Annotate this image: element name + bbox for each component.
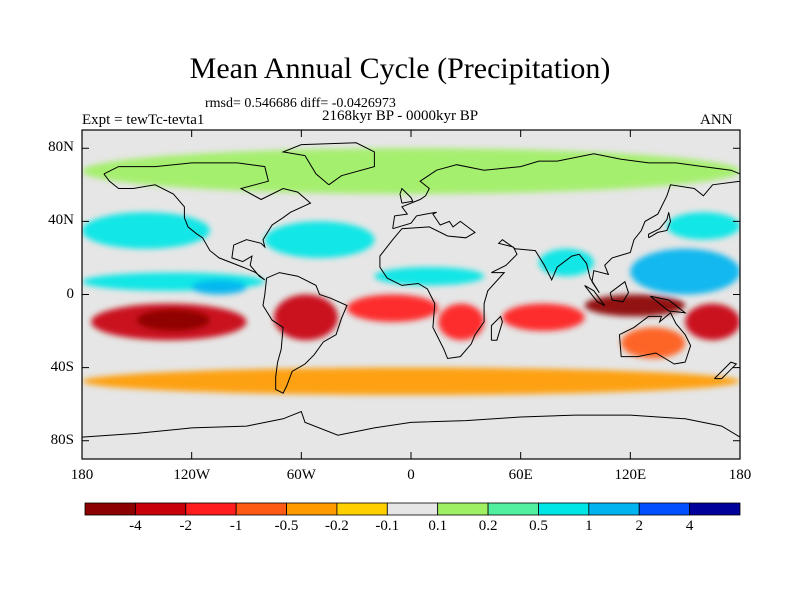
field-sw-pacific-dry (685, 303, 740, 341)
x-tick-label: 180 (728, 467, 752, 483)
field-southern-africa-dry (438, 303, 485, 341)
field-amazon-dry (273, 294, 338, 341)
colorbar-label: -0.1 (375, 518, 400, 534)
colorbar-label: -2 (179, 518, 193, 534)
colorbar-swatch (134, 502, 187, 516)
colorbar-label: -4 (129, 518, 142, 534)
coastline-uk (399, 187, 414, 204)
colorbar-swatch (386, 502, 439, 516)
colorbar-label: 1 (585, 518, 593, 534)
x-tick-label: 0 (407, 467, 415, 483)
field-north-pacific-wet (82, 212, 210, 249)
coastline-antarctica (82, 410, 740, 438)
colorbar-swatch (437, 502, 489, 516)
colorbar-swatch (286, 502, 338, 516)
coastline-new-guinea (650, 295, 687, 314)
colorbar-label: -1 (229, 518, 243, 534)
coastline-south-america (262, 272, 348, 394)
field-sahel-wet (374, 267, 485, 286)
field-arctic-mixed (82, 148, 740, 194)
field-west-pacific-wet (630, 248, 740, 295)
colorbar-swatch (235, 502, 287, 516)
x-tick-label: 120W (173, 467, 210, 483)
colorbar-label: 2 (635, 518, 643, 534)
coastline-madagascar (490, 315, 503, 341)
y-tick-label: 80N (48, 139, 74, 156)
colorbar-swatch (185, 502, 237, 516)
stats-label: rmsd= 0.546686 diff= -0.0426973 (205, 96, 396, 111)
map-title: Mean Annual Cycle (Precipitation) (189, 52, 611, 85)
field-central-pacific-dry-core (136, 309, 210, 332)
y-tick-label: 40S (50, 358, 74, 375)
coastline-new-zealand (714, 361, 738, 380)
coastline-australia (618, 312, 692, 365)
x-tick-label: 120E (614, 467, 647, 483)
colorbar-swatch (487, 502, 539, 516)
coastline-sumatra (584, 284, 606, 306)
field-north-atlantic-wet (264, 221, 375, 258)
y-tick-label: 40N (48, 212, 74, 229)
colorbar-label: 0.1 (428, 518, 448, 534)
field-southern-ocean-dry (82, 367, 740, 396)
coastline-eurasia-africa (379, 153, 740, 360)
x-tick-label: 60W (286, 467, 316, 483)
colorbar-swatch (689, 502, 741, 516)
field-maritime-continent-dry (584, 294, 686, 317)
field-itcz-east-pacific-wet (191, 279, 247, 295)
x-tick-label: 180 (70, 467, 94, 483)
experiment-label: Expt = tewTc-tevta1 (82, 112, 205, 128)
colorbar-label: 0.5 (529, 518, 548, 534)
field-north-pacific-west-wet (666, 212, 740, 240)
colorbar-swatch (588, 502, 640, 516)
colorbar-label: 4 (685, 518, 694, 534)
y-tick-label: 0 (66, 285, 75, 302)
x-tick-label: 60E (508, 467, 533, 483)
field-south-indian-dry (502, 303, 585, 332)
period-label: 2168kyr BP - 0000kyr BP (322, 108, 479, 124)
field-south-atlantic-dry (347, 294, 439, 322)
season-label: ANN (700, 112, 733, 128)
colorbar-swatch (336, 502, 388, 516)
y-tick-label: 80S (50, 431, 74, 448)
colorbar-label: 0.2 (478, 518, 498, 534)
colorbar-label: -0.5 (274, 518, 299, 534)
coastline-japan (648, 212, 672, 239)
colorbar-swatch (538, 502, 590, 516)
colorbar-label: -0.2 (325, 518, 349, 534)
coastline-north-america (103, 162, 312, 281)
coastline-borneo (609, 280, 630, 303)
coastline-greenland (281, 142, 375, 186)
colorbar-swatch (638, 502, 691, 516)
colorbar-swatch (84, 502, 136, 516)
field-australia-dry (621, 327, 686, 359)
